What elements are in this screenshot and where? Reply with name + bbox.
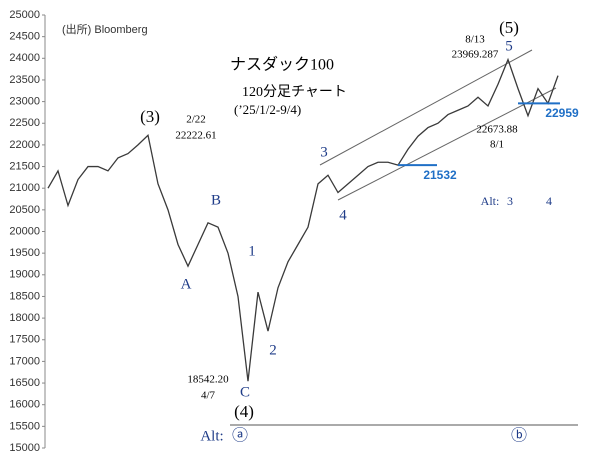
source: (出所) Bloomberg <box>62 22 148 36</box>
y-tick-label: 21500 <box>9 160 40 172</box>
y-tick-label: 19000 <box>9 269 40 281</box>
y-tick-label: 20500 <box>9 204 40 216</box>
channel-upper <box>319 49 533 166</box>
annotation: 4 <box>546 194 552 208</box>
y-tick-label: 22000 <box>9 139 40 151</box>
annotation: 4 <box>339 207 347 223</box>
annotation: (4) <box>234 402 254 421</box>
y-tick-label: 16500 <box>9 377 40 389</box>
y-tick-label: 16000 <box>9 399 40 411</box>
y-tick-label: 21000 <box>9 182 40 194</box>
annotation: 22673.88 <box>476 124 518 136</box>
y-tick-label: 23500 <box>9 74 40 86</box>
y-tick-label: 22500 <box>9 117 40 129</box>
annotation: A <box>181 276 192 292</box>
channel-lower <box>337 87 557 201</box>
annotation: 18542.20 <box>187 374 229 386</box>
price-line <box>47 57 559 382</box>
level-label: 22959 <box>545 106 579 120</box>
annotation: 8/13 <box>465 34 485 46</box>
y-tick-label: 23000 <box>9 96 40 108</box>
annotation: Alt: <box>481 194 500 208</box>
period: (’25/1/2-9/4) <box>234 102 301 117</box>
annotation: Alt: <box>200 428 223 444</box>
annotation: ⓐ <box>232 427 248 445</box>
y-tick-label: 15000 <box>9 442 40 454</box>
annotation: 2 <box>269 342 277 358</box>
y-tick-label: 20000 <box>9 225 40 237</box>
annotation: 3 <box>320 144 328 160</box>
annotation: C <box>240 384 250 400</box>
annotation: 3 <box>507 194 513 208</box>
y-tick-label: 25000 <box>9 9 40 21</box>
annotation: 22222.61 <box>175 130 216 142</box>
subtitle: 120分足チャート <box>242 84 347 100</box>
annotation: ⓑ <box>511 427 527 445</box>
annotation: 23969.287 <box>452 49 499 61</box>
annotation: B <box>211 192 221 208</box>
y-tick-label: 18500 <box>9 290 40 302</box>
y-tick-label: 15500 <box>9 420 40 432</box>
annotation: (5) <box>499 18 519 37</box>
level-label: 21532 <box>423 168 457 182</box>
annotation: 8/1 <box>490 139 504 151</box>
annotation: 1 <box>248 243 256 259</box>
y-tick-label: 24000 <box>9 52 40 64</box>
annotation: 4/7 <box>201 390 216 402</box>
y-tick-label: 17500 <box>9 334 40 346</box>
y-tick-label: 19500 <box>9 247 40 259</box>
y-tick-label: 18000 <box>9 312 40 324</box>
annotation: 5 <box>505 38 513 54</box>
y-tick-label: 17000 <box>9 355 40 367</box>
chart-title: ナスダック100 <box>230 56 334 74</box>
annotation: 2/22 <box>186 114 206 126</box>
y-tick-label: 24500 <box>9 31 40 43</box>
annotation: (3) <box>140 107 160 126</box>
